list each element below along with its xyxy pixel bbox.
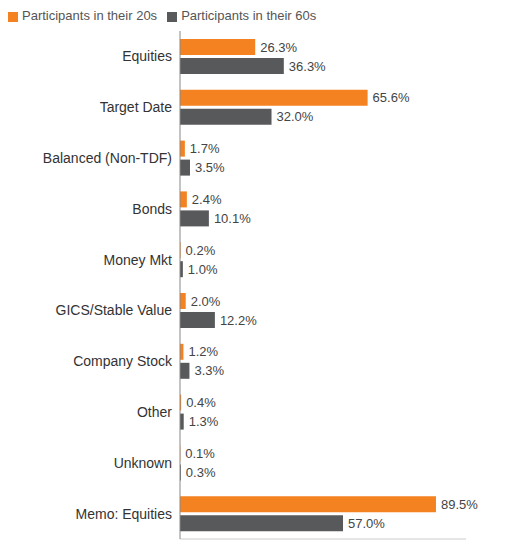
svg-text:65.6%: 65.6%: [373, 90, 410, 105]
svg-text:0.2%: 0.2%: [186, 243, 216, 258]
svg-text:Bonds: Bonds: [132, 201, 172, 217]
svg-text:0.3%: 0.3%: [186, 465, 216, 480]
html-text:Participants in their 20s: Participants in their 20s: [22, 8, 158, 23]
svg-text:12.2%: 12.2%: [220, 313, 257, 328]
svg-text:89.5%: 89.5%: [441, 497, 478, 512]
svg-text:1.0%: 1.0%: [188, 262, 218, 277]
svg-text:Unknown: Unknown: [114, 455, 172, 471]
svg-text:0.4%: 0.4%: [186, 395, 216, 410]
svg-text:3.5%: 3.5%: [195, 160, 225, 175]
svg-text:2.0%: 2.0%: [191, 294, 221, 309]
svg-text:1.7%: 1.7%: [190, 141, 220, 156]
svg-text:32.0%: 32.0%: [277, 109, 314, 124]
svg-text:1.3%: 1.3%: [189, 414, 219, 429]
svg-text:Other: Other: [137, 404, 172, 420]
svg-text:3.3%: 3.3%: [194, 363, 224, 378]
svg-text:57.0%: 57.0%: [348, 516, 385, 531]
svg-text:1.2%: 1.2%: [188, 344, 218, 359]
html-text:Participants in their 60s: Participants in their 60s: [181, 8, 317, 23]
svg-text:Memo: Equities: Memo: Equities: [76, 506, 172, 522]
svg-text:GICS/Stable Value: GICS/Stable Value: [56, 302, 173, 318]
svg-text:0.1%: 0.1%: [185, 446, 215, 461]
svg-text:10.1%: 10.1%: [214, 211, 251, 226]
svg-text:Balanced (Non-TDF): Balanced (Non-TDF): [43, 150, 172, 166]
svg-text:26.3%: 26.3%: [260, 40, 297, 55]
svg-text:Company Stock: Company Stock: [73, 353, 173, 369]
svg-text:36.3%: 36.3%: [289, 59, 326, 74]
svg-text:Money Mkt: Money Mkt: [104, 252, 173, 268]
svg-text:2.4%: 2.4%: [192, 192, 222, 207]
svg-text:Target Date: Target Date: [100, 99, 173, 115]
svg-text:Equities: Equities: [122, 48, 172, 64]
